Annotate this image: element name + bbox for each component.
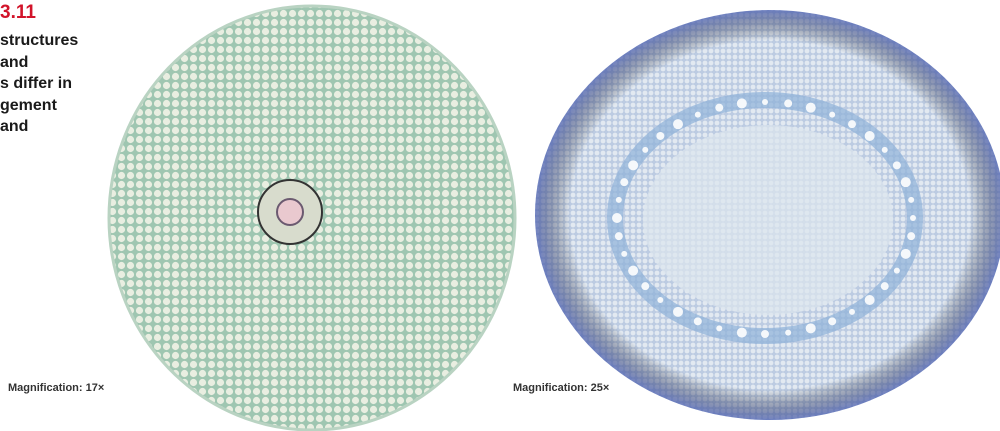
bundle [806,103,816,113]
bundle [615,232,623,240]
bundle [737,98,747,108]
bundle [616,197,622,203]
bundle [673,119,683,129]
bundle [901,249,911,259]
bundle [901,177,911,187]
bundle [865,131,875,141]
bundle [849,309,855,315]
bundle [612,213,622,223]
bundle [848,120,856,128]
figure-number: 3.11 [0,2,36,24]
caption-line: s differ in [0,73,78,95]
caption-line: and [0,116,78,138]
bundle [865,295,875,305]
bundle [628,266,638,276]
bundle [907,232,915,240]
bundle [762,99,768,105]
bundle [695,112,701,118]
caption-line: gement [0,95,78,117]
bundle [829,112,835,118]
bundle [737,328,747,338]
stem-cross-section [535,10,1000,420]
bundle [620,178,628,186]
bundle [628,160,638,170]
micrographs [0,0,1000,431]
caption-line: and [0,52,78,74]
bundle [642,147,648,153]
bundle [641,282,649,290]
bundle [694,317,702,325]
bundle [715,104,723,112]
bundle [882,147,888,153]
bundle [785,330,791,336]
figure-page: 3.11 structures and s differ in gement a… [0,0,1000,431]
bundle [894,268,900,274]
bundle [621,251,627,257]
bundle [761,330,769,338]
bundle [784,99,792,107]
bundle [910,215,916,221]
root-cross-section [109,6,515,430]
bundle [881,282,889,290]
bundle [828,317,836,325]
magnification-label: Magnification: 17× [8,382,104,394]
bundle [716,325,722,331]
bundle [908,197,914,203]
bundle [806,323,816,333]
caption-line: structures [0,30,78,52]
bundle [656,132,664,140]
bundle [673,307,683,317]
magnification-label: Magnification: 25× [513,382,609,394]
bundle [657,297,663,303]
bundle [893,161,901,169]
caption: structures and s differ in gement and [0,30,78,138]
